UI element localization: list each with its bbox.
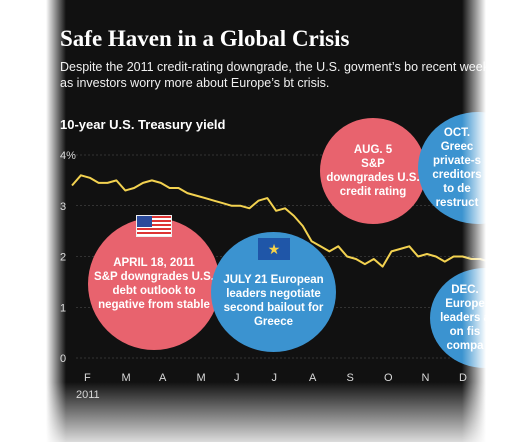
annotation-date: APRIL 18, 2011	[113, 257, 195, 269]
x-tick-label: D	[459, 372, 467, 384]
infographic-panel: Safe Haven in a Global Crisis Despite th…	[46, 0, 486, 442]
y-tick-label: 3	[60, 201, 66, 213]
x-tick-label: F	[84, 372, 91, 384]
annotation-text: Europe leaders a on fis compa	[440, 298, 486, 352]
annotation-text: Greec private-s creditors to de restruct	[432, 141, 482, 209]
annotation-date: JULY 21	[223, 274, 268, 286]
eu-flag-icon: ★	[258, 238, 290, 260]
x-tick-label: A	[159, 372, 167, 384]
x-tick-label: J	[272, 372, 278, 384]
y-tick-label: 2	[60, 252, 66, 264]
annotation-text: S&P downgrades U.S. credit rating	[326, 158, 420, 198]
annotation-bubble-oct: OCT. Greec private-s creditors to de res…	[418, 112, 486, 224]
annotation-date: AUG. 5	[353, 144, 393, 156]
x-tick-label: J	[234, 372, 240, 384]
x-tick-label: N	[422, 372, 430, 384]
year-label: 2011	[76, 389, 100, 401]
annotation-bubble-aug-5: AUG. 5 S&P downgrades U.S. credit rating	[320, 118, 426, 224]
yield-series-line	[71, 174, 486, 268]
annotation-date: DEC.	[451, 284, 479, 296]
y-tick-label: 1	[60, 302, 66, 314]
annotation-text: European leaders negotiate second bailou…	[223, 274, 324, 328]
y-tick-label: 4%	[60, 150, 76, 162]
chart-title: 10-year U.S. Treasury yield	[60, 117, 226, 132]
x-tick-label: O	[384, 372, 393, 384]
x-tick-label: M	[122, 372, 131, 384]
page-subtitle: Despite the 2011 credit-rating downgrade…	[60, 60, 486, 90]
annotation-date: OCT.	[443, 127, 471, 139]
annotation-text: S&P downgrades U.S. debt outlook to nega…	[94, 271, 214, 311]
page-title: Safe Haven in a Global Crisis	[60, 26, 350, 51]
us-flag-icon	[136, 215, 172, 237]
x-tick-label: S	[347, 372, 354, 384]
yield-chart: 4%3210FMAMJJASONDJ2011	[60, 150, 486, 401]
annotation-bubble-april-18: APRIL 18, 2011 S&P downgrades U.S. debt …	[88, 218, 220, 350]
x-tick-label: A	[309, 372, 317, 384]
y-tick-label: 0	[60, 353, 66, 365]
x-tick-label: M	[197, 372, 206, 384]
